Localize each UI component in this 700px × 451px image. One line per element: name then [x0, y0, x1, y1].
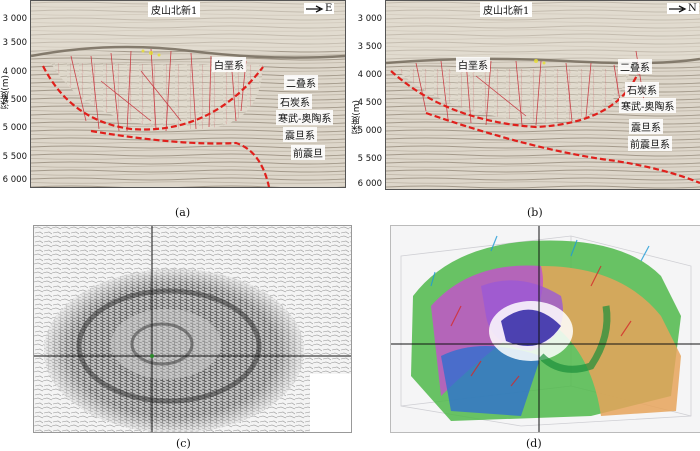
direction-label-b: N: [688, 3, 697, 14]
depth-tick-a-0: 3 000: [2, 14, 27, 24]
depth-tick-a-2: 4 000: [2, 67, 27, 77]
fault-3d-volume-d-graphic: [391, 226, 700, 432]
coherence-slice-c: [33, 225, 352, 433]
label-carboniferous-a: 石炭系: [278, 94, 312, 109]
caption-b: (b): [527, 206, 543, 219]
direction-indicator-a: E: [304, 3, 335, 14]
arrow-right-icon: [669, 4, 687, 13]
panel-a: 深度(m) 3 000 3 500 4 000 4 500 5 000 5 50…: [0, 0, 346, 225]
label-cambrian-ordovician-a: 寒武-奥陶系: [276, 110, 334, 125]
direction-indicator-b: N: [667, 3, 699, 14]
arrow-right-icon: [306, 4, 324, 13]
label-cambrian-ordovician-b: 寒武-奥陶系: [619, 98, 677, 113]
depth-tick-b-2: 4 000: [357, 70, 382, 80]
panel-c: (c): [0, 225, 352, 451]
caption-a: (a): [175, 206, 191, 219]
label-presinian-b: 前震旦系: [628, 136, 672, 151]
depth-tick-b-0: 3 000: [357, 14, 382, 24]
label-sinian-b: 震旦系: [629, 119, 663, 134]
label-sinian-a: 震旦系: [283, 127, 317, 142]
caption-c: (c): [176, 437, 191, 450]
depth-tick-b-5: 5 500: [357, 154, 382, 164]
panel-b: 深度(m) 3 000 3 500 4 000 4 500 5 000 5 50…: [350, 0, 700, 225]
well-label-b: 皮山北新1: [480, 2, 533, 17]
depth-tick-b-3: 4 500: [357, 98, 382, 108]
depth-tick-b-4: 5 000: [357, 126, 382, 136]
label-cretaceous-a: 白垩系: [212, 57, 246, 72]
panel-d: (d): [350, 225, 700, 451]
depth-tick-a-1: 3 500: [2, 38, 27, 48]
fault-3d-volume-d: [390, 225, 700, 433]
depth-tick-a-4: 5 000: [2, 123, 27, 133]
depth-tick-a-3: 4 500: [2, 95, 27, 105]
caption-d: (d): [526, 437, 542, 450]
coherence-slice-c-graphic: [34, 226, 351, 433]
label-cretaceous-b: 白垩系: [456, 57, 490, 72]
label-carboniferous-b: 石炭系: [625, 82, 659, 97]
label-permian-b: 二叠系: [618, 59, 652, 74]
depth-tick-a-6: 6 000: [2, 175, 27, 185]
direction-label-a: E: [325, 3, 333, 14]
depth-tick-b-1: 3 500: [357, 42, 382, 52]
label-permian-a: 二叠系: [284, 75, 318, 90]
label-presinian-a: 前震旦: [291, 145, 325, 160]
well-label-a: 皮山北新1: [148, 2, 201, 17]
depth-tick-a-5: 5 500: [2, 152, 27, 162]
depth-tick-b-6: 6 000: [357, 179, 382, 189]
